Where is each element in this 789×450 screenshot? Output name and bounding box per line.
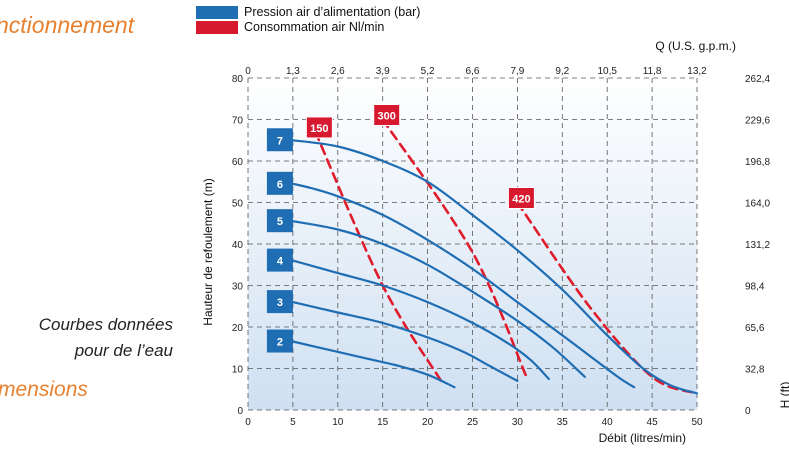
x-axis-title: Débit (litres/min): [599, 431, 686, 445]
pressure-badge-3: [266, 290, 293, 314]
pressure-badge-2: [266, 329, 293, 353]
pressure-curve-6: [291, 182, 636, 389]
x2-tick-label: 7,9: [510, 66, 524, 77]
pressure-curve-4: [291, 259, 550, 380]
y2-tick-label: 262,4: [745, 74, 770, 85]
x2-tick-label: 1,3: [286, 66, 300, 77]
consumption-curve-420: [516, 201, 699, 395]
y-tick-label: 60: [232, 157, 244, 168]
pressure-badge-label-3: 3: [277, 297, 283, 309]
y2-tick-label: 229,6: [745, 116, 770, 127]
x-tick-label: 25: [467, 417, 479, 428]
x2-axis-title: Q (U.S. g.p.m.): [655, 39, 736, 53]
pressure-badge-label-7: 7: [277, 135, 283, 147]
y-tick-label: 50: [232, 199, 244, 210]
section-heading-bottom: mensions: [0, 378, 88, 401]
y-tick-label: 10: [232, 365, 244, 376]
consumption-badge-300: [373, 104, 401, 126]
legend-item-consumption: Consommation air Nl/min: [196, 20, 384, 34]
y-tick-label: 30: [232, 282, 244, 293]
y2-tick-label: 196,8: [745, 157, 770, 168]
x-tick-label: 35: [557, 417, 569, 428]
y2-tick-label: 32,8: [745, 365, 765, 376]
y2-tick-label: 65,6: [745, 323, 765, 334]
y2-tick-label: 98,4: [745, 282, 765, 293]
y-tick-label: 40: [232, 240, 244, 251]
consumption-badge-label-150: 150: [310, 123, 328, 135]
note-line-1: Courbes données: [38, 315, 173, 334]
pressure-badge-label-6: 6: [277, 179, 283, 191]
pressure-badge-label-5: 5: [277, 216, 283, 228]
x-tick-label: 0: [245, 417, 251, 428]
note-line-2: pour de l’eau: [74, 341, 173, 360]
pressure-curve-7: [291, 139, 699, 395]
pressure-curve-2: [291, 340, 456, 389]
x2-tick-label: 10,5: [597, 66, 617, 77]
consumption-badge-420: [507, 187, 535, 209]
legend-label-consumption: Consommation air Nl/min: [244, 20, 385, 34]
legend-swatch-pressure: [196, 5, 238, 19]
pressure-badge-4: [266, 248, 293, 272]
x2-tick-label: 6,6: [466, 66, 480, 77]
legend-label-pressure: Pression air d’alimentation (bar): [244, 5, 421, 19]
pressure-badge-label-4: 4: [277, 256, 284, 268]
legend-item-pressure: Pression air d’alimentation (bar): [196, 5, 420, 19]
x-tick-label: 20: [422, 417, 434, 428]
x-tick-label: 5: [290, 417, 296, 428]
x2-tick-label: 13,2: [687, 66, 707, 77]
y-tick-label: 20: [232, 323, 244, 334]
y-tick-label: 0: [237, 406, 243, 417]
y-tick-label: 70: [232, 116, 244, 127]
y2-tick-label: 0: [745, 406, 751, 417]
pressure-curve-3: [291, 301, 519, 382]
pressure-badge-6: [266, 171, 293, 195]
pressure-curve-5: [291, 220, 586, 378]
x2-tick-label: 2,6: [331, 66, 345, 77]
x-tick-label: 50: [691, 417, 703, 428]
x2-tick-label: 9,2: [555, 66, 569, 77]
y-axis-title: Hauteur de refoulement (m): [201, 178, 215, 325]
x-tick-label: 30: [512, 417, 524, 428]
consumption-badge-label-420: 420: [512, 194, 530, 206]
y2-tick-label: 131,2: [745, 240, 770, 251]
y-tick-label: 80: [232, 74, 244, 85]
section-heading-top: nctionnement: [0, 12, 135, 38]
consumption-badge-150: [305, 116, 333, 139]
x-tick-label: 10: [332, 417, 344, 428]
x-tick-label: 15: [377, 417, 389, 428]
x-tick-label: 40: [602, 417, 614, 428]
y2-tick-label: 164,0: [745, 199, 770, 210]
pressure-badge-5: [266, 209, 293, 233]
legend-swatch-consumption: [196, 20, 238, 34]
x2-tick-label: 11,8: [643, 66, 662, 77]
y2-axis-title: H (ft): [778, 382, 789, 409]
x2-tick-label: 0: [245, 66, 251, 77]
x-tick-label: 45: [647, 417, 659, 428]
consumption-badge-label-300: 300: [378, 111, 396, 123]
x2-tick-label: 5,2: [421, 66, 435, 77]
pressure-badge-label-2: 2: [277, 337, 283, 349]
pressure-badge-7: [266, 128, 293, 152]
x2-tick-label: 3,9: [376, 66, 390, 77]
